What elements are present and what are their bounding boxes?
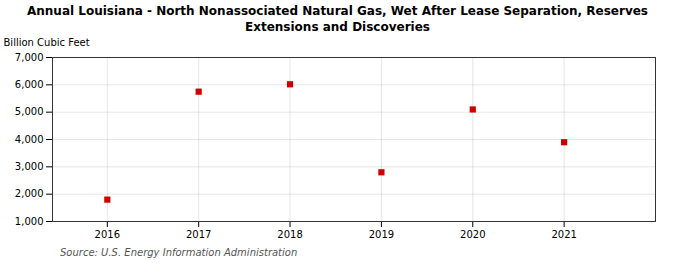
svg-text:7,000: 7,000	[15, 52, 44, 63]
svg-text:5,000: 5,000	[15, 107, 44, 118]
svg-text:2016: 2016	[95, 229, 120, 240]
svg-text:2,000: 2,000	[15, 189, 44, 200]
svg-text:3,000: 3,000	[15, 161, 44, 172]
svg-text:Billion Cubic Feet: Billion Cubic Feet	[4, 37, 90, 48]
svg-text:2018: 2018	[277, 229, 302, 240]
html-text:Annual Louisiana - North Nonas: Annual Louisiana - North Nonassociated N…	[27, 4, 648, 35]
svg-text:2020: 2020	[460, 229, 485, 240]
html-text:Source: U.S. Energy Informatio: Source: U.S. Energy Information Administ…	[60, 247, 298, 259]
svg-text:2019: 2019	[369, 229, 394, 240]
svg-text:6,000: 6,000	[15, 79, 44, 90]
svg-text:2021: 2021	[551, 229, 576, 240]
svg-text:4,000: 4,000	[15, 134, 44, 145]
svg-text:1,000: 1,000	[15, 216, 44, 227]
svg-text:2017: 2017	[186, 229, 211, 240]
